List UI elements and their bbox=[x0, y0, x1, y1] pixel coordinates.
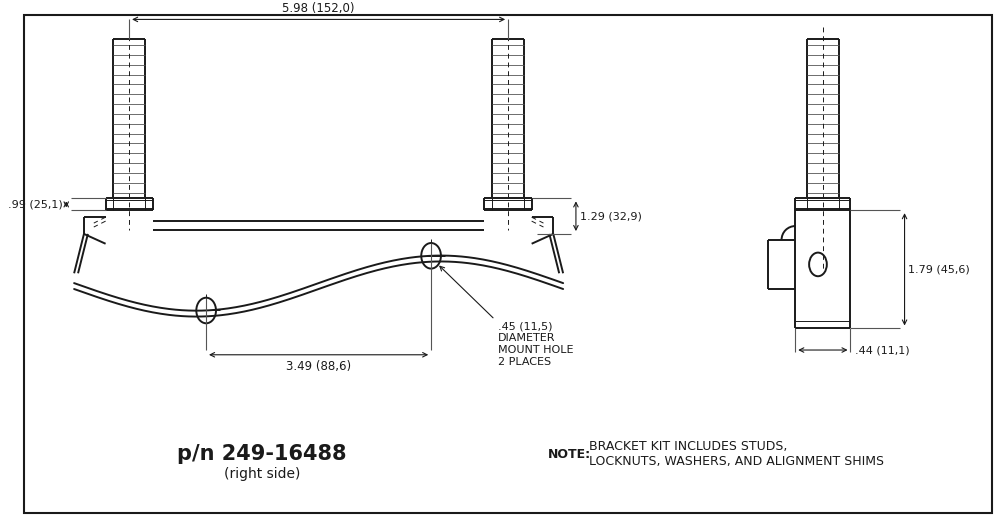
Text: .99 (25,1): .99 (25,1) bbox=[8, 199, 62, 209]
Text: 3.49 (88,6): 3.49 (88,6) bbox=[286, 360, 351, 373]
Text: .45 (11,5)
DIAMETER
MOUNT HOLE
2 PLACES: .45 (11,5) DIAMETER MOUNT HOLE 2 PLACES bbox=[498, 322, 574, 366]
Text: 1.29 (32,9): 1.29 (32,9) bbox=[580, 211, 642, 221]
Text: 5.98 (152,0): 5.98 (152,0) bbox=[282, 3, 355, 16]
Text: p/n 249-16488: p/n 249-16488 bbox=[177, 444, 347, 465]
Text: .44 (11,1): .44 (11,1) bbox=[855, 345, 910, 355]
Text: BRACKET KIT INCLUDES STUDS,
LOCKNUTS, WASHERS, AND ALIGNMENT SHIMS: BRACKET KIT INCLUDES STUDS, LOCKNUTS, WA… bbox=[589, 441, 884, 468]
Text: 1.79 (45,6): 1.79 (45,6) bbox=[908, 264, 970, 275]
Text: NOTE:: NOTE: bbox=[547, 448, 591, 461]
Text: (right side): (right side) bbox=[224, 467, 300, 481]
